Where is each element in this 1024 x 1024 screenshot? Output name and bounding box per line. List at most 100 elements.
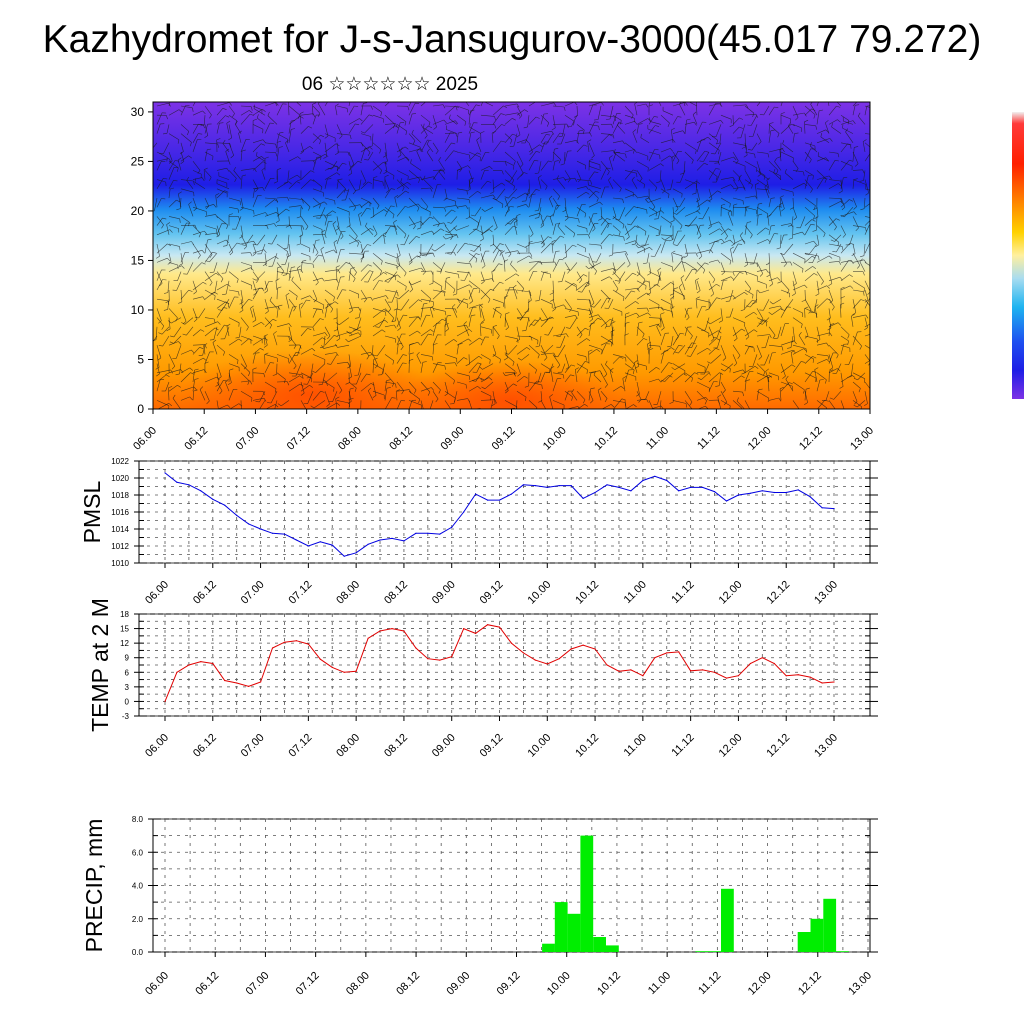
x-tick-label: 09.12	[490, 425, 518, 453]
wind-barb-flag	[540, 351, 545, 354]
wind-barb-flag	[546, 215, 551, 217]
wind-barb-flag	[671, 127, 675, 131]
wind-barb-flag	[837, 322, 842, 326]
wind-barb	[768, 233, 775, 245]
wind-barb	[570, 262, 578, 271]
wind-barb	[324, 289, 335, 298]
wind-barb	[576, 361, 586, 373]
wind-barb	[852, 410, 865, 413]
wind-barb-flag	[669, 293, 674, 296]
wind-barb	[286, 262, 290, 275]
wind-barb	[852, 197, 857, 207]
wind-barb-flag	[435, 398, 439, 403]
wind-barb	[384, 123, 396, 125]
wind-barb-flag	[744, 292, 748, 295]
wind-barb	[813, 299, 818, 313]
wind-barb	[720, 156, 734, 162]
wind-barb-flag	[423, 302, 428, 305]
wind-barb	[684, 372, 693, 379]
wind-barb-flag	[790, 261, 793, 266]
wind-barb-flag	[500, 113, 505, 115]
wind-barb	[636, 170, 643, 179]
wind-barb-flag	[788, 225, 793, 227]
wind-barb	[541, 317, 554, 322]
wind-barb	[636, 280, 646, 291]
wind-barb-flag	[548, 160, 553, 163]
y-tick-label: 1018	[111, 491, 129, 500]
wind-barb-flag	[348, 173, 352, 176]
wind-barb-flag	[315, 239, 320, 241]
wind-barb	[192, 280, 197, 292]
wind-barb	[276, 147, 280, 162]
wind-barb	[624, 290, 632, 300]
wind-barb-flag	[755, 114, 759, 118]
wind-barb-flag	[444, 323, 449, 326]
wind-barb	[749, 299, 758, 308]
wind-barb-flag	[556, 175, 560, 179]
wind-barb-flag	[264, 156, 269, 159]
wind-barb-flag	[418, 179, 420, 183]
wind-barb	[299, 304, 302, 318]
wind-barb	[348, 216, 351, 226]
wind-barb	[863, 197, 866, 209]
wind-barb	[670, 179, 674, 190]
wind-barb	[269, 300, 278, 309]
wind-barb-flag	[442, 169, 445, 174]
wind-barb-flag	[168, 158, 172, 163]
wind-barb	[468, 132, 472, 143]
wind-barb	[588, 323, 592, 337]
wind-barb	[852, 169, 863, 171]
wind-barb	[468, 315, 472, 327]
wind-barb-flag	[510, 139, 513, 144]
wind-barb-flag	[167, 243, 172, 246]
wind-barb	[828, 261, 840, 263]
wind-barb-flag	[470, 412, 473, 415]
wind-barb	[168, 317, 171, 330]
wind-barb	[648, 225, 660, 231]
wind-barb	[576, 186, 587, 190]
wind-barb	[768, 124, 780, 134]
wind-barb-flag	[686, 118, 691, 121]
wind-barb-flag	[609, 276, 613, 280]
y-tick-label: 30	[131, 105, 145, 119]
wind-barb	[408, 400, 422, 406]
wind-barb	[660, 362, 669, 373]
wind-barb	[444, 362, 456, 364]
wind-barb	[240, 168, 255, 171]
wind-barb-flag	[651, 95, 655, 96]
wind-barb-flag	[739, 272, 744, 274]
wind-barb-flag	[454, 362, 458, 367]
wind-barb	[510, 264, 518, 272]
wind-barb-flag	[331, 96, 335, 97]
wind-barb-flag	[368, 354, 373, 356]
wind-barb	[755, 184, 758, 199]
wind-barb	[648, 284, 657, 291]
wind-barb-flag	[447, 253, 452, 255]
wind-barb-flag	[874, 151, 875, 155]
wind-barb-flag	[158, 332, 163, 335]
wind-barb	[588, 243, 601, 246]
wind-barb	[670, 335, 674, 347]
wind-barb-flag	[585, 265, 589, 269]
wind-barb-flag	[721, 203, 726, 206]
wind-barb	[438, 171, 446, 180]
wind-barb	[432, 391, 439, 400]
wind-barb	[216, 123, 220, 134]
wind-barb-flag	[430, 187, 433, 192]
wind-barb-flag	[514, 220, 518, 223]
wind-barb	[676, 206, 686, 215]
wind-barb-flag	[684, 102, 688, 106]
wind-barb	[456, 105, 469, 111]
wind-barb	[576, 308, 591, 311]
wind-barb	[648, 197, 662, 203]
wind-barb	[781, 410, 790, 414]
wind-barb	[708, 372, 720, 383]
wind-barb-flag	[452, 293, 457, 296]
wind-barb	[297, 345, 302, 356]
wind-barb-flag	[260, 348, 264, 351]
wind-barb-flag	[794, 132, 799, 134]
wind-barb	[564, 299, 572, 309]
wind-barb	[432, 216, 440, 224]
wind-barb	[678, 345, 686, 354]
wind-barb-flag	[521, 288, 525, 293]
